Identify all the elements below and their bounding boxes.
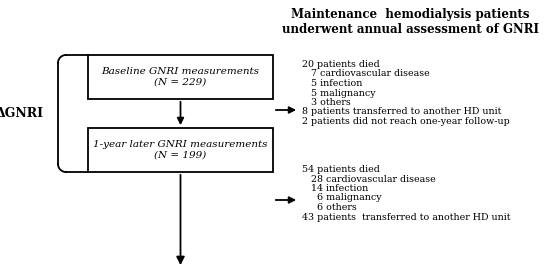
Text: 28 cardiovascular disease: 28 cardiovascular disease xyxy=(302,175,436,183)
Text: 6 others: 6 others xyxy=(302,203,357,212)
Text: 1-year later GNRI measurements
(N = 199): 1-year later GNRI measurements (N = 199) xyxy=(94,140,268,160)
Text: 6 malignancy: 6 malignancy xyxy=(302,193,382,202)
Text: 2 patients did not reach one-year follow-up: 2 patients did not reach one-year follow… xyxy=(302,117,510,126)
Text: 14 infection: 14 infection xyxy=(302,184,369,193)
Text: 43 patients  transferred to another HD unit: 43 patients transferred to another HD un… xyxy=(302,212,510,222)
Text: 5 infection: 5 infection xyxy=(302,79,362,88)
Text: Baseline GNRI measurements
(N = 229): Baseline GNRI measurements (N = 229) xyxy=(102,67,260,87)
Text: ΔGNRI: ΔGNRI xyxy=(0,107,44,120)
Text: 8 patients transferred to another HD unit: 8 patients transferred to another HD uni… xyxy=(302,108,502,116)
Text: 5 malignancy: 5 malignancy xyxy=(302,88,376,98)
Text: 54 patients died: 54 patients died xyxy=(302,165,380,174)
Text: 3 others: 3 others xyxy=(302,98,351,107)
Text: 20 patients died: 20 patients died xyxy=(302,60,380,69)
Bar xyxy=(88,128,273,172)
Bar xyxy=(88,55,273,99)
Text: Maintenance  hemodialysis patients
underwent annual assessment of GNRI: Maintenance hemodialysis patients underw… xyxy=(282,8,538,36)
Text: 7 cardiovascular disease: 7 cardiovascular disease xyxy=(302,70,430,78)
